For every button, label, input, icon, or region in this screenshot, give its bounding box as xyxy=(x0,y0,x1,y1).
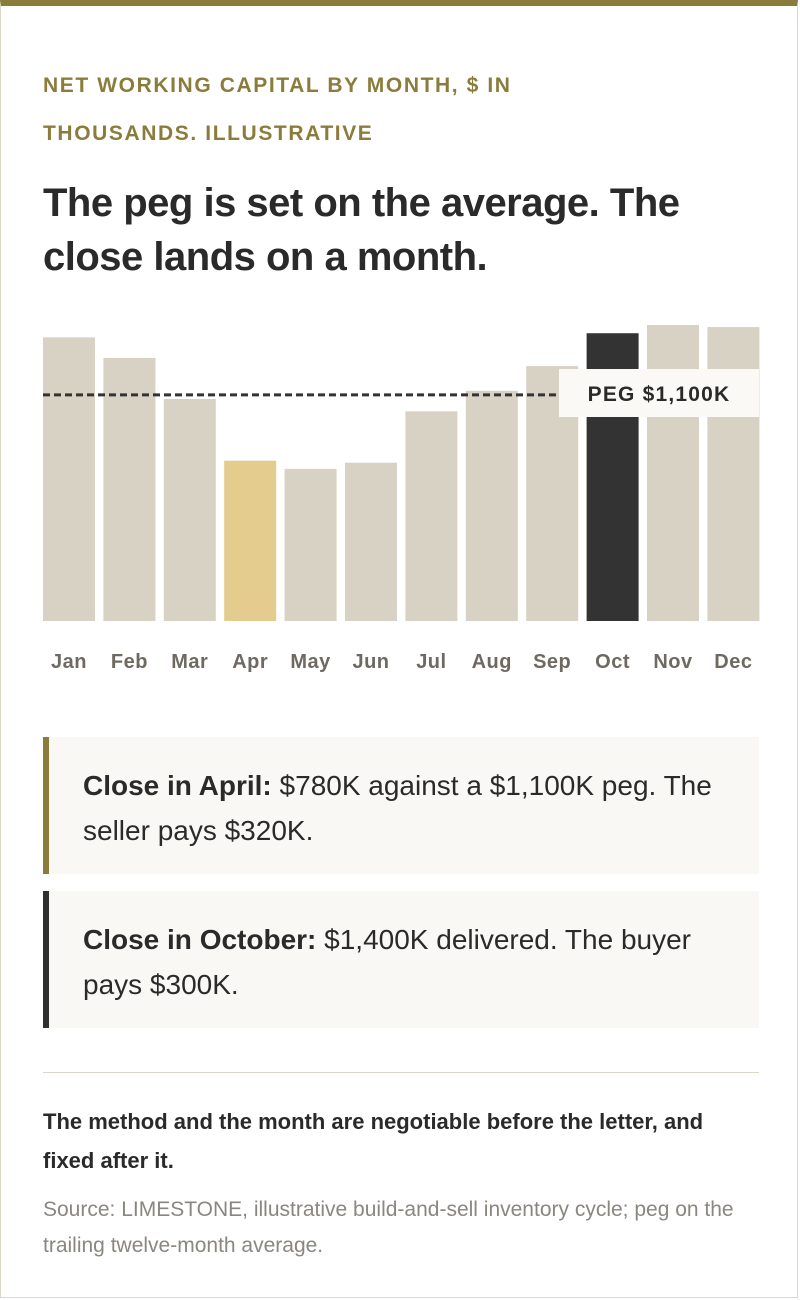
takeaway-text: The method and the month are negotiable … xyxy=(43,1109,704,1173)
divider xyxy=(43,1072,759,1073)
x-tick-label: Dec xyxy=(714,651,752,673)
nwc-bar-chart: Jan Feb Mar Apr May Jun Jul Aug Sep Oct Nov Dec PEG … xyxy=(43,325,760,673)
april-callout-lead: Close in April: xyxy=(83,770,280,801)
x-tick-label: Jul xyxy=(416,651,446,673)
x-tick-label: Oct xyxy=(595,651,630,673)
peg-label-box xyxy=(559,369,759,417)
x-tick-label: Sep xyxy=(533,651,571,673)
october-callout-lead: Close in October: xyxy=(83,924,325,955)
source-note: Source: LIMESTONE, illustrative build-an… xyxy=(43,1198,734,1257)
x-tick-label: Aug xyxy=(472,651,512,673)
x-tick-label: Feb xyxy=(111,651,148,673)
x-tick-label: Apr xyxy=(232,651,268,673)
chart-headline: The peg is set on the average. The close… xyxy=(43,181,680,279)
bar-jun xyxy=(345,462,397,621)
october-callout: Close in October: $1,400K delivered. The… xyxy=(43,891,759,1028)
bar-mar xyxy=(163,399,216,621)
x-tick-label: Jun xyxy=(352,651,389,673)
april-callout-text: $780K against a $1,100K peg. The seller … xyxy=(83,770,712,846)
chart-kicker: NET WORKING CAPITAL BY MONTH, $ IN THOUS… xyxy=(43,74,512,145)
april-callout: Close in April: $780K against a $1,100K … xyxy=(43,737,759,874)
bar-aug xyxy=(465,390,518,621)
peg-label: PEG $1,100K xyxy=(588,383,731,406)
x-tick-label: May xyxy=(290,651,331,673)
x-tick-label: Jan xyxy=(51,651,87,673)
bar-feb xyxy=(103,357,156,621)
bar-jan xyxy=(43,337,95,621)
bar-apr xyxy=(224,460,277,621)
bar-jul xyxy=(405,411,458,621)
bar-may xyxy=(284,468,337,621)
october-callout-text: $1,400K delivered. The buyer pays $300K. xyxy=(83,924,691,1000)
x-tick-label: Nov xyxy=(653,651,693,673)
x-tick-label: Mar xyxy=(171,651,208,673)
